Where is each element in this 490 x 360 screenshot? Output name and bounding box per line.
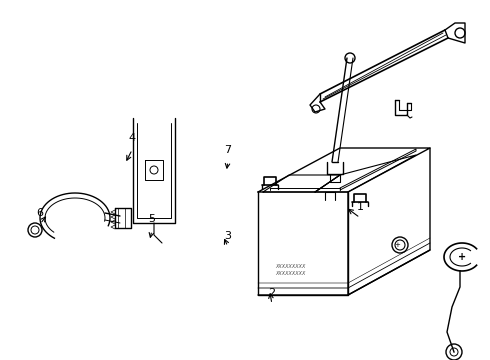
Circle shape — [28, 223, 42, 237]
Circle shape — [446, 344, 462, 360]
Text: +: + — [458, 252, 466, 262]
Text: 7: 7 — [224, 145, 231, 155]
Text: 5: 5 — [148, 215, 155, 224]
Circle shape — [392, 237, 408, 253]
Text: +: + — [394, 242, 400, 248]
Text: 3: 3 — [224, 231, 231, 240]
Text: XXXXXXXXX: XXXXXXXXX — [275, 271, 305, 276]
Text: 1: 1 — [357, 202, 364, 212]
Text: XXXXXXXXX: XXXXXXXXX — [275, 264, 305, 269]
Text: 4: 4 — [129, 134, 136, 143]
Text: 6: 6 — [37, 208, 44, 218]
Text: 2: 2 — [269, 288, 275, 298]
